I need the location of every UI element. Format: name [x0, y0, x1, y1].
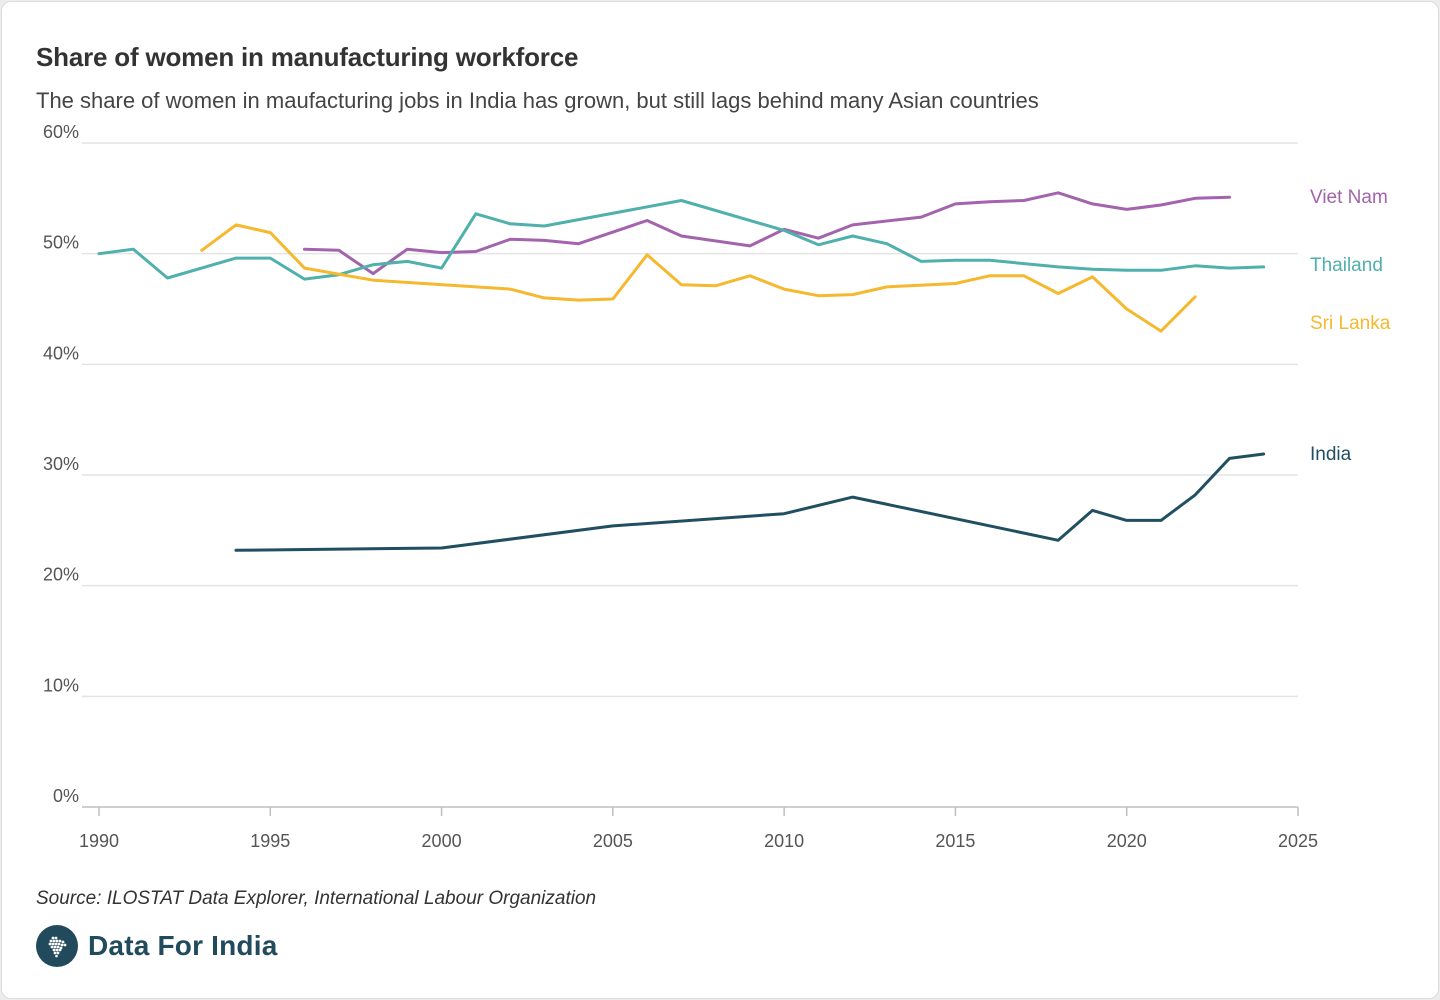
x-tick-label: 2015 — [935, 831, 975, 851]
source-note: Source: ILOSTAT Data Explorer, Internati… — [36, 888, 597, 909]
series-line-thailand — [97, 199, 1266, 281]
series-lines — [97, 191, 1266, 552]
series-labels: Viet Nam Thailand Sri Lanka India — [1310, 187, 1391, 465]
x-tick-label: 2005 — [593, 831, 633, 851]
x-tick-label: 1990 — [79, 831, 119, 851]
india-map-icon — [36, 925, 78, 967]
brand[interactable]: Data For India — [36, 924, 278, 968]
y-tick-label: 0% — [53, 786, 79, 806]
series-line-sri-lanka — [200, 223, 1197, 333]
line-chart: 0% 10% 20% 30% 40% 50% 60% 1990 1995 2000 2005 201… — [43, 122, 1391, 851]
y-tick-label: 50% — [43, 233, 79, 253]
chart-subtitle: The share of women in maufacturing jobs … — [36, 88, 1039, 113]
series-label-sri-lanka: Sri Lanka — [1310, 313, 1391, 334]
brand-name: Data For India — [88, 930, 278, 961]
chart-title: Share of women in manufacturing workforc… — [36, 42, 579, 72]
gridlines: 0% 10% 20% 30% 40% 50% 60% — [43, 122, 1298, 806]
x-tick-label: 2010 — [764, 831, 804, 851]
series-line-viet-nam — [303, 191, 1231, 276]
series-label-india: India — [1310, 444, 1352, 465]
x-tick-label: 2020 — [1107, 831, 1147, 851]
x-tick-label: 1995 — [250, 831, 290, 851]
series-label-thailand: Thailand — [1310, 255, 1383, 276]
x-tick-label: 2025 — [1278, 831, 1318, 851]
series-label-viet-nam: Viet Nam — [1310, 187, 1388, 208]
y-tick-label: 20% — [43, 565, 79, 585]
x-tick-label: 2000 — [422, 831, 462, 851]
x-axis: 1990 1995 2000 2005 2010 2015 2020 2025 — [79, 806, 1318, 851]
series-line-india — [234, 452, 1266, 552]
y-tick-label: 30% — [43, 454, 79, 474]
y-tick-label: 40% — [43, 343, 79, 363]
y-tick-label: 10% — [43, 675, 79, 695]
y-tick-label: 60% — [43, 122, 79, 142]
